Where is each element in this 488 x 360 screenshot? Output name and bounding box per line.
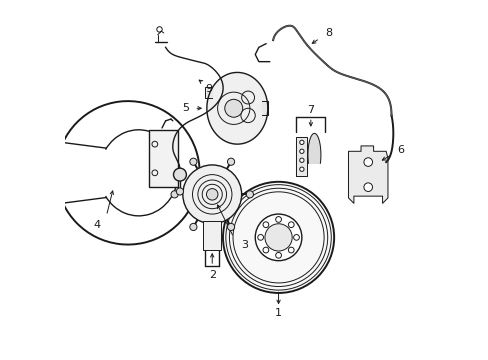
Circle shape	[363, 183, 372, 192]
Polygon shape	[262, 101, 267, 116]
Circle shape	[257, 234, 263, 240]
Circle shape	[224, 99, 242, 117]
Circle shape	[223, 182, 333, 293]
Circle shape	[264, 224, 292, 251]
Text: 4: 4	[94, 220, 101, 230]
Text: 8: 8	[325, 28, 332, 38]
Circle shape	[173, 168, 186, 181]
Text: 3: 3	[241, 239, 247, 249]
Circle shape	[275, 217, 281, 222]
Polygon shape	[307, 134, 320, 163]
Circle shape	[171, 191, 178, 198]
Text: 1: 1	[275, 308, 282, 318]
Circle shape	[263, 222, 268, 228]
Polygon shape	[348, 146, 387, 203]
Circle shape	[183, 165, 241, 224]
Circle shape	[263, 247, 268, 253]
Circle shape	[288, 247, 293, 253]
Circle shape	[288, 222, 293, 228]
Circle shape	[299, 158, 304, 162]
Circle shape	[275, 252, 281, 258]
Circle shape	[189, 158, 197, 165]
Circle shape	[246, 191, 253, 198]
Circle shape	[299, 149, 304, 153]
Circle shape	[255, 214, 301, 261]
Circle shape	[299, 167, 304, 171]
Circle shape	[293, 234, 299, 240]
Polygon shape	[296, 137, 306, 176]
Polygon shape	[204, 87, 212, 98]
Bar	[203, 221, 221, 250]
Text: 2: 2	[208, 270, 215, 280]
FancyBboxPatch shape	[149, 130, 178, 187]
Polygon shape	[206, 72, 267, 144]
Text: 7: 7	[306, 105, 314, 115]
Circle shape	[227, 158, 234, 165]
Circle shape	[189, 223, 197, 230]
Text: 9: 9	[204, 84, 212, 94]
Circle shape	[227, 223, 234, 230]
Text: 6: 6	[396, 144, 403, 154]
Circle shape	[363, 158, 372, 166]
Circle shape	[299, 140, 304, 144]
Text: 5: 5	[182, 103, 188, 113]
Circle shape	[206, 189, 218, 200]
Circle shape	[176, 188, 183, 195]
